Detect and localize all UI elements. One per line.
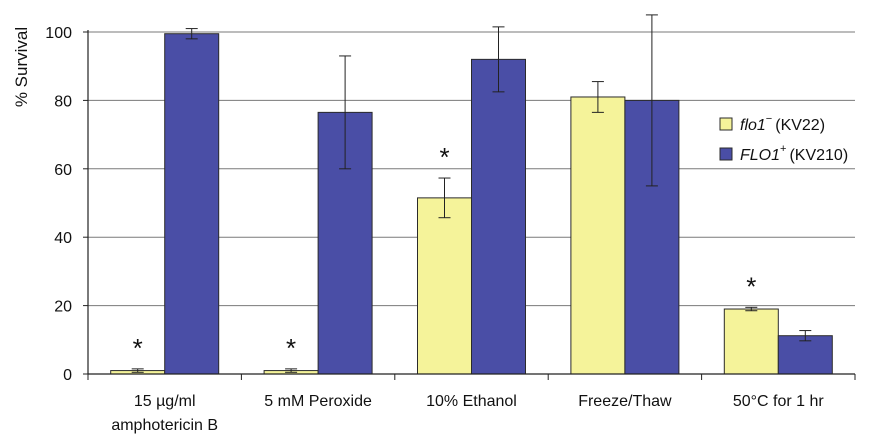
y-tick-label: 80: [54, 93, 72, 110]
category-label: Freeze/Thaw: [578, 393, 672, 410]
legend-swatch: [719, 117, 733, 131]
category-label: amphotericin B: [111, 417, 218, 434]
category-label: 50°C for 1 hr: [733, 393, 825, 410]
significance-star: *: [746, 271, 756, 301]
significance-star: *: [439, 142, 449, 172]
category-labels: 15 µg/ml amphotericin B 5 mM Peroxide 10% E…: [111, 393, 824, 434]
y-tick-label: 100: [45, 25, 72, 42]
significance-star: *: [286, 333, 296, 363]
legend: flo1− (KV22) FLO1+ (KV210): [719, 113, 848, 164]
y-tick-label: 40: [54, 230, 72, 247]
bar-flo1-plus: [777, 335, 833, 375]
legend-swatch: [719, 147, 733, 161]
error-bars: [131, 14, 812, 373]
bar-flo1-minus: [570, 96, 626, 375]
legend-label: flo1− (KV22): [740, 113, 825, 134]
significance-markers: * * * *: [133, 142, 757, 363]
y-tick-label: 20: [54, 299, 72, 316]
bars: [110, 33, 833, 375]
bar-flo1-minus: [723, 308, 779, 375]
y-tick-labels: 0 20 40 60 80 100: [45, 25, 88, 384]
bar-flo1-plus: [471, 58, 526, 375]
significance-star: *: [133, 333, 143, 363]
category-label: 5 mM Peroxide: [264, 393, 372, 410]
category-label: 15 µg/ml: [134, 393, 196, 410]
bar-flo1-plus: [164, 33, 220, 375]
category-label: 10% Ethanol: [426, 393, 517, 410]
y-tick-label: 60: [54, 162, 72, 179]
legend-label: FLO1+ (KV210): [740, 143, 848, 164]
bar-flo1-minus: [417, 197, 472, 375]
axes: [87, 30, 856, 380]
y-axis-label: % Survival: [12, 27, 31, 107]
y-tick-label: 0: [63, 367, 72, 384]
